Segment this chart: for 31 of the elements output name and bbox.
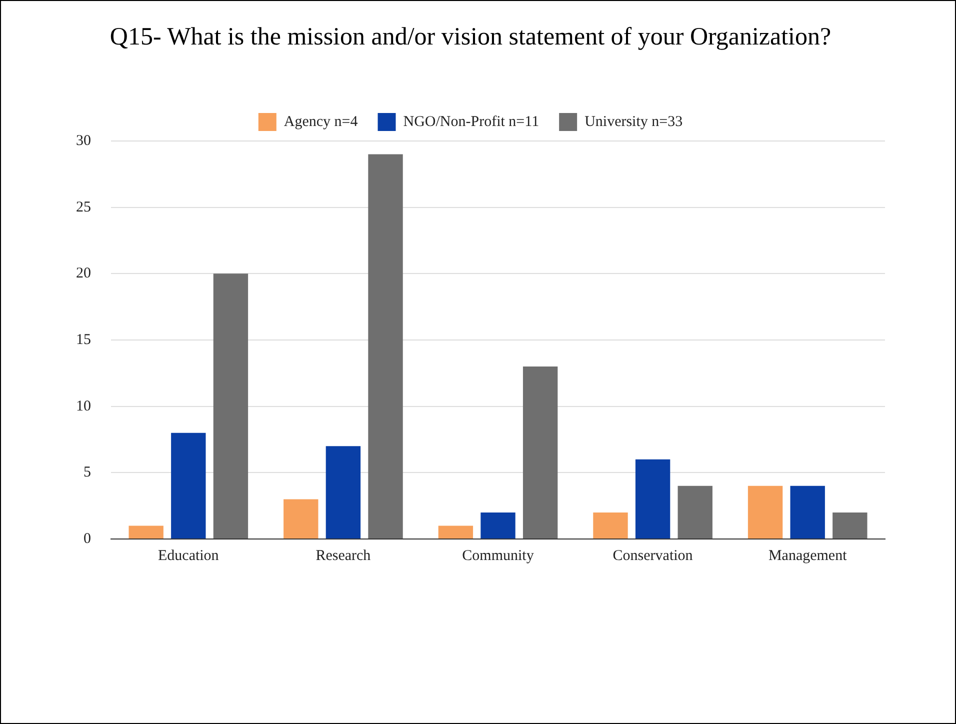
y-tick-label: 0	[84, 530, 91, 547]
bar	[832, 512, 868, 538]
bar	[128, 526, 164, 538]
x-tick-label: Management	[768, 548, 848, 564]
bar	[790, 486, 825, 538]
bar	[522, 366, 558, 538]
y-tick-label: 25	[76, 199, 91, 216]
legend-label: Agency n=4	[284, 114, 358, 130]
bar	[326, 446, 361, 538]
legend-label: University n=33	[584, 114, 683, 130]
y-tick-label: 15	[76, 332, 91, 348]
bar	[284, 499, 318, 538]
bar	[635, 459, 670, 538]
y-tick-label: 5	[84, 464, 91, 481]
chart-title: Q15- What is the mission and/or vision statement of your Organization?	[110, 24, 832, 51]
bar	[748, 486, 783, 538]
bar	[438, 526, 474, 538]
x-tick-label: Research	[316, 548, 372, 564]
bar	[593, 512, 628, 538]
x-tick-label: Conservation	[612, 548, 694, 564]
x-tick-label: Education	[158, 548, 220, 564]
bar	[171, 432, 206, 538]
bar	[480, 512, 516, 538]
legend-label: NGO/Non-Profit n=11	[403, 114, 540, 130]
y-tick-label: 20	[76, 266, 91, 282]
bar	[368, 154, 403, 538]
y-tick-label: 30	[76, 132, 91, 149]
bar	[213, 274, 248, 538]
y-tick-label: 10	[76, 398, 91, 414]
x-tick-label: Community	[462, 548, 534, 564]
bar	[678, 486, 712, 538]
